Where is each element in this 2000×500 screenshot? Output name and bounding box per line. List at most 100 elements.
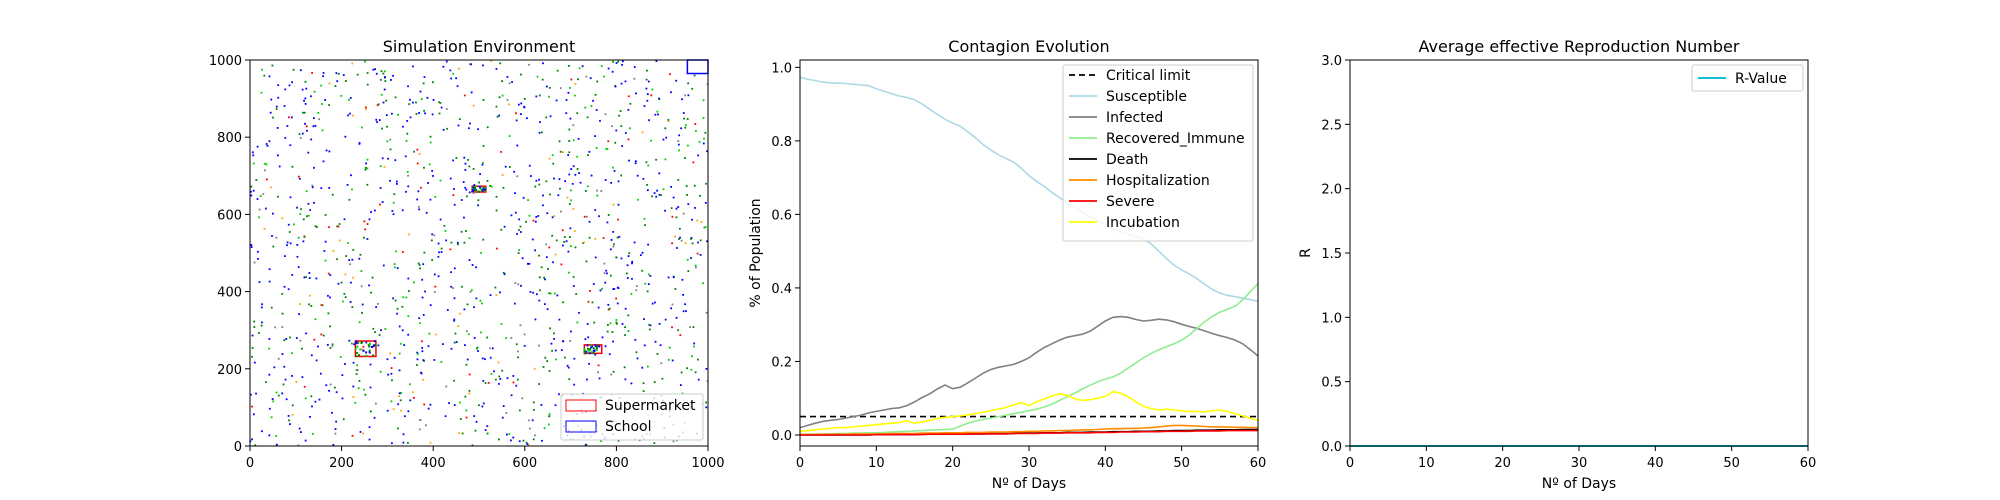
agent-point bbox=[336, 258, 338, 261]
agent-point bbox=[420, 371, 422, 374]
agent-point bbox=[643, 217, 646, 220]
agent-point bbox=[413, 281, 415, 284]
agent-point bbox=[461, 432, 464, 435]
agent-point bbox=[308, 303, 310, 306]
agent-point bbox=[691, 218, 693, 221]
agent-point bbox=[251, 151, 254, 154]
agent-point bbox=[398, 392, 401, 395]
agent-point bbox=[611, 70, 614, 73]
legend-label-r-value: R-Value bbox=[1735, 71, 1787, 87]
agent-point bbox=[251, 346, 254, 349]
agent-point bbox=[355, 340, 358, 343]
agent-point bbox=[495, 294, 498, 296]
agent-point bbox=[516, 233, 518, 235]
agent-point bbox=[416, 358, 419, 361]
agent-point bbox=[528, 164, 531, 167]
agent-point bbox=[569, 340, 571, 342]
agent-point bbox=[538, 178, 541, 181]
agent-point bbox=[446, 127, 449, 130]
agent-point bbox=[529, 175, 532, 177]
agent-point bbox=[327, 312, 330, 315]
agent-point bbox=[572, 276, 575, 278]
agent-point bbox=[621, 60, 624, 63]
agent-point bbox=[344, 273, 347, 276]
agent-point bbox=[705, 401, 707, 404]
agent-point bbox=[641, 366, 644, 369]
agent-point bbox=[428, 332, 431, 335]
agent-point bbox=[378, 119, 381, 121]
agent-point bbox=[394, 159, 397, 162]
agent-point bbox=[474, 429, 477, 432]
agent-point bbox=[506, 76, 509, 78]
agent-point bbox=[573, 230, 576, 232]
agent-point bbox=[249, 393, 252, 396]
agent-point bbox=[289, 144, 292, 147]
agent-point bbox=[641, 131, 644, 134]
agent-point bbox=[312, 432, 314, 435]
agent-point bbox=[432, 99, 435, 101]
agent-point bbox=[506, 99, 509, 101]
agent-point bbox=[602, 237, 605, 239]
agent-point bbox=[624, 334, 626, 336]
agent-point bbox=[291, 413, 294, 416]
agent-point bbox=[615, 256, 618, 259]
agent-point bbox=[468, 165, 471, 168]
agent-point bbox=[569, 117, 572, 120]
agent-point bbox=[252, 413, 255, 416]
agent-point bbox=[258, 216, 260, 219]
legend-label-supermarket: Supermarket bbox=[605, 398, 696, 414]
x-tick-label: 1000 bbox=[691, 456, 724, 471]
agent-point bbox=[357, 387, 360, 389]
agent-point bbox=[645, 161, 648, 164]
agent-point bbox=[643, 318, 645, 321]
agent-point bbox=[552, 261, 554, 264]
agent-point bbox=[364, 393, 367, 396]
agent-point bbox=[336, 225, 339, 228]
agent-point bbox=[351, 188, 353, 191]
agent-point bbox=[612, 231, 615, 233]
agent-point bbox=[416, 351, 419, 354]
agent-point bbox=[429, 135, 432, 138]
agent-point bbox=[256, 198, 259, 200]
agent-point bbox=[291, 404, 294, 407]
agent-point bbox=[627, 255, 630, 257]
agent-point bbox=[529, 290, 532, 293]
agent-point bbox=[379, 187, 382, 189]
agent-point bbox=[634, 162, 637, 165]
agent-point bbox=[568, 173, 571, 176]
agent-point bbox=[486, 126, 489, 129]
agent-point bbox=[361, 126, 363, 129]
y-tick-label: 400 bbox=[217, 286, 242, 301]
agent-point bbox=[541, 131, 543, 134]
agent-point bbox=[534, 434, 536, 437]
agent-point bbox=[489, 356, 492, 359]
agent-point bbox=[546, 212, 549, 215]
agent-point bbox=[464, 169, 467, 171]
agent-point bbox=[501, 94, 504, 97]
agent-point bbox=[372, 327, 375, 330]
x-tick-label: 60 bbox=[1800, 456, 1817, 471]
agent-point bbox=[594, 209, 597, 211]
agent-point bbox=[328, 150, 331, 153]
agent-point bbox=[563, 236, 566, 238]
agent-point bbox=[359, 253, 362, 256]
agent-point bbox=[584, 106, 587, 109]
agent-point bbox=[252, 162, 255, 165]
agent-point bbox=[555, 99, 558, 102]
agent-point bbox=[290, 116, 293, 119]
x-tick-label: 50 bbox=[1723, 456, 1740, 471]
agent-point bbox=[686, 118, 689, 120]
agent-point bbox=[374, 402, 377, 405]
agent-point bbox=[535, 216, 538, 218]
agent-point bbox=[498, 375, 501, 378]
agent-point bbox=[433, 234, 436, 237]
agent-point bbox=[584, 338, 587, 341]
agent-point bbox=[646, 290, 649, 293]
agent-point bbox=[607, 140, 610, 143]
agent-point bbox=[705, 406, 708, 409]
agent-point bbox=[376, 104, 379, 107]
agent-point bbox=[594, 93, 597, 96]
agent-point bbox=[311, 184, 314, 187]
agent-point bbox=[683, 117, 685, 120]
agent-point bbox=[685, 185, 688, 188]
